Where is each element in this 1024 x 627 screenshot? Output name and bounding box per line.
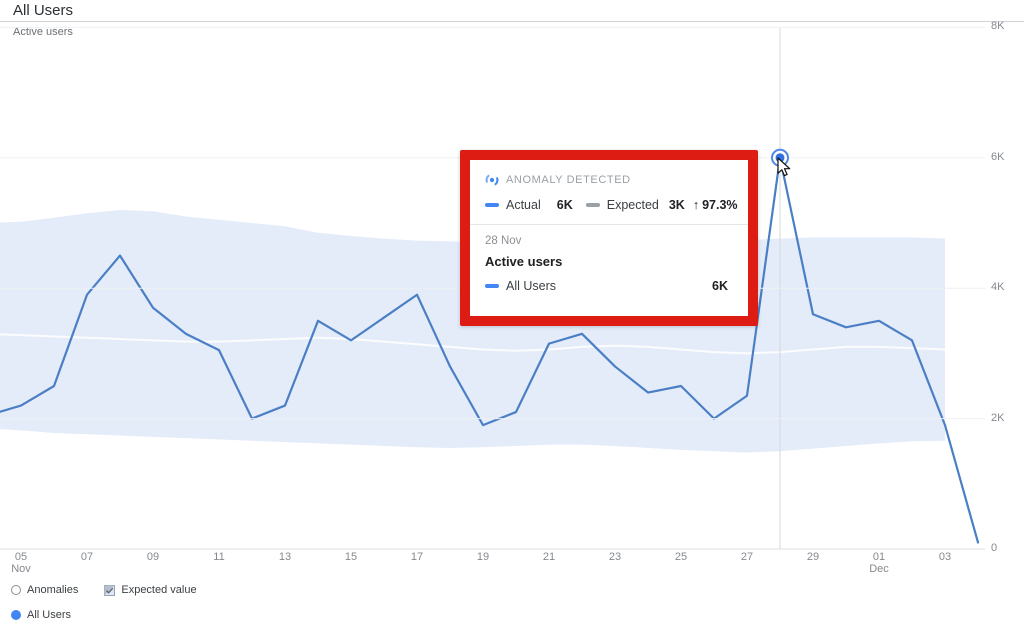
expected-label: Expected bbox=[606, 198, 659, 212]
tooltip-series-value: 6K bbox=[712, 279, 728, 293]
x-axis-label: 17 bbox=[410, 551, 424, 563]
annotation-highlight-box: ANOMALY DETECTED Actual 6K Expected 3K ↑… bbox=[460, 150, 758, 326]
all-users-dot-icon bbox=[11, 610, 21, 620]
header-divider bbox=[0, 21, 1024, 22]
legend-expected-label: Expected value bbox=[121, 584, 197, 596]
tooltip-series-label: All Users bbox=[506, 279, 557, 293]
x-axis-label: 07 bbox=[80, 551, 94, 563]
x-axis-label: 03 bbox=[938, 551, 952, 563]
x-axis-label: 13 bbox=[278, 551, 292, 563]
actual-value: 6K bbox=[556, 198, 573, 212]
anomaly-detected-label: ANOMALY DETECTED bbox=[506, 174, 631, 186]
anomaly-tooltip: ANOMALY DETECTED Actual 6K Expected 3K ↑… bbox=[470, 160, 748, 316]
change-percent: 97.3% bbox=[702, 198, 738, 212]
x-axis-label: 11 bbox=[213, 551, 225, 563]
y-axis-label: 4K bbox=[991, 281, 1005, 294]
tooltip-series-swatch bbox=[485, 284, 499, 288]
tooltip-metric: Active users bbox=[485, 254, 563, 269]
x-axis-label: 27 bbox=[740, 551, 754, 563]
expected-swatch bbox=[585, 203, 600, 207]
x-axis-label: 23 bbox=[608, 551, 622, 563]
legend-row-controls: Anomalies Expected value bbox=[11, 584, 197, 596]
tooltip-date: 28 Nov bbox=[485, 235, 522, 247]
anomaly-icon bbox=[485, 174, 499, 186]
x-axis-label: 05 Nov bbox=[11, 551, 31, 575]
expected-value-checkbox-icon[interactable] bbox=[104, 584, 116, 596]
y-axis-label: 0 bbox=[991, 542, 998, 554]
legend-anomalies-toggle[interactable]: Anomalies bbox=[11, 584, 78, 596]
y-axis-label: 6K bbox=[991, 150, 1005, 163]
x-axis-label: 19 bbox=[476, 551, 490, 563]
x-axis-label: 29 bbox=[806, 551, 820, 563]
expected-value: 3K bbox=[668, 198, 685, 212]
y-axis-label: 2K bbox=[991, 411, 1005, 424]
page-title: All Users bbox=[13, 2, 74, 19]
legend-anomalies-label: Anomalies bbox=[27, 584, 79, 596]
tooltip-divider bbox=[470, 224, 748, 225]
x-axis-label: 09 bbox=[146, 551, 160, 563]
legend-expected-toggle[interactable]: Expected value bbox=[104, 584, 197, 596]
chart-line[interactable] bbox=[0, 156, 980, 544]
up-arrow-icon: ↑ bbox=[692, 198, 700, 212]
actual-label: Actual bbox=[506, 198, 541, 212]
x-axis-label: 01 Dec bbox=[869, 551, 889, 575]
mouse-cursor bbox=[777, 157, 791, 177]
x-axis-label: 25 bbox=[674, 551, 688, 563]
legend-all-users[interactable]: All Users bbox=[11, 609, 71, 621]
y-axis-label: 8K bbox=[991, 20, 1005, 33]
anomalies-radio-icon[interactable] bbox=[11, 585, 21, 595]
x-axis-label: 15 bbox=[344, 551, 358, 563]
expected-line bbox=[0, 333, 946, 355]
legend-series-label: All Users bbox=[27, 609, 72, 621]
metric-subtitle: Active users bbox=[13, 26, 73, 38]
actual-swatch bbox=[485, 203, 499, 207]
x-axis-label: 21 bbox=[542, 551, 556, 563]
